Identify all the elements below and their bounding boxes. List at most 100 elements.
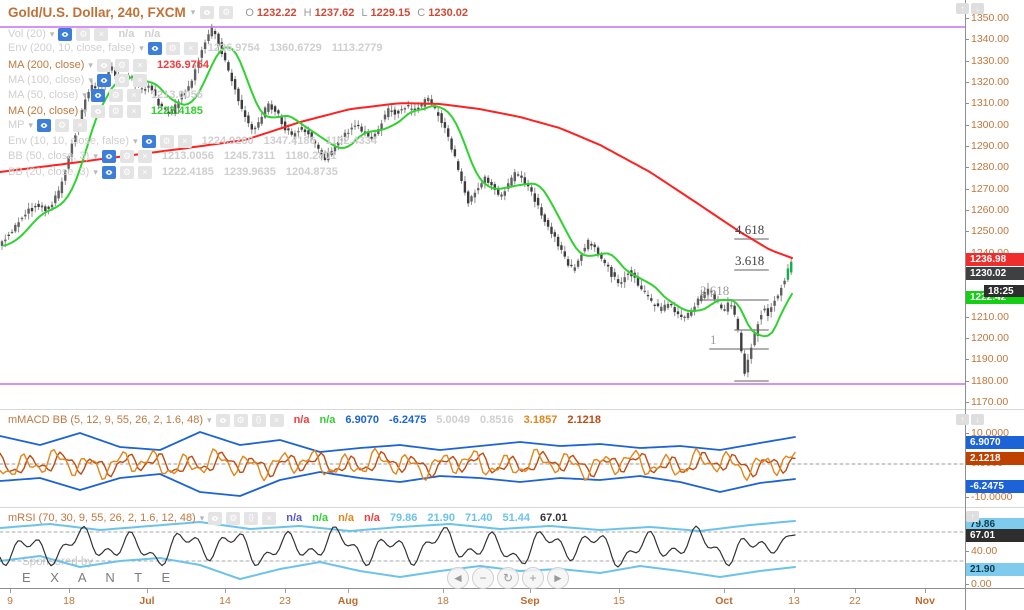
chevron-down-icon[interactable]: ▾	[199, 512, 205, 523]
close-icon[interactable]: ×	[269, 413, 284, 427]
zoom-out-button[interactable]: −	[472, 567, 494, 589]
symbol-title[interactable]: Gold/U.S. Dollar, 240, FXCM	[8, 5, 186, 20]
time-axis-label[interactable]: 9	[7, 595, 13, 607]
chevron-down-icon[interactable]: ▾	[133, 135, 138, 146]
chevron-down-icon[interactable]: ▾	[139, 42, 144, 53]
chevron-down-icon[interactable]: ▾	[93, 166, 98, 177]
indicator-label[interactable]: MA (50, close)	[8, 89, 79, 101]
indicator-value: -6.2475	[389, 414, 427, 426]
eye-icon[interactable]	[200, 6, 215, 19]
eye-icon[interactable]	[58, 27, 73, 41]
indicator-label[interactable]: MP	[8, 119, 25, 131]
rsi-axis-label: 0.00	[971, 578, 992, 590]
zoom-in-button[interactable]: +	[522, 567, 544, 589]
time-axis-label[interactable]: 13	[788, 595, 800, 607]
close-icon[interactable]: ×	[177, 134, 192, 148]
close-icon[interactable]: ×	[94, 27, 109, 41]
chevron-down-icon[interactable]: ▾	[190, 7, 196, 17]
time-axis-label[interactable]: 18	[437, 595, 449, 607]
time-axis-label[interactable]: Sep	[520, 595, 540, 607]
close-icon[interactable]: ×	[262, 511, 277, 525]
eye-icon[interactable]	[37, 118, 52, 132]
gear-icon[interactable]: ⚙	[233, 413, 248, 427]
eye-icon[interactable]	[90, 104, 105, 118]
indicator-value: 51.44	[502, 512, 531, 524]
pane-divider[interactable]	[0, 409, 1024, 410]
gear-icon[interactable]: ⚙	[55, 118, 70, 132]
close-icon[interactable]: ×	[126, 88, 141, 102]
close-icon[interactable]: ×	[137, 165, 152, 179]
gear-icon[interactable]: ⚙	[114, 58, 129, 72]
indicator-label[interactable]: Env (200, 10, close, false)	[8, 42, 136, 54]
eye-icon[interactable]	[101, 165, 116, 179]
chevron-down-icon[interactable]: ▾	[93, 150, 98, 161]
gear-icon[interactable]: ⚙	[159, 134, 174, 148]
indicator-label[interactable]: MA (200, close)	[8, 59, 85, 71]
close-icon[interactable]: ×	[73, 118, 88, 132]
eye-icon[interactable]	[208, 511, 223, 525]
eye-icon[interactable]	[90, 88, 105, 102]
bar-countdown-badge: 18:25	[984, 285, 1024, 297]
eye-icon[interactable]	[215, 413, 230, 427]
time-axis-label[interactable]: Nov	[915, 595, 935, 607]
gear-icon[interactable]: ⚙	[119, 165, 134, 179]
braces-icon[interactable]: {}	[244, 511, 259, 525]
time-axis-label[interactable]: 23	[279, 595, 291, 607]
legend-row-bb: BB (20, close, 3) ▾ ⚙ × 1222.4185 1239.9635 12…	[8, 165, 338, 179]
chevron-down-icon[interactable]: ▾	[49, 28, 55, 39]
chevron-down-icon[interactable]: ▾	[207, 414, 212, 425]
time-axis-label[interactable]: 18	[63, 595, 75, 607]
indicator-label[interactable]: Env (10, 10, close, false)	[8, 135, 130, 147]
gear-icon[interactable]: ⚙	[108, 104, 123, 118]
eye-icon[interactable]	[147, 41, 162, 55]
close-icon[interactable]: ×	[132, 58, 147, 72]
gear-icon[interactable]: ⚙	[114, 73, 129, 87]
reset-zoom-button[interactable]: ↻	[497, 567, 519, 589]
time-axis-label[interactable]: Aug	[337, 595, 359, 607]
pane-up-button[interactable]: ↑	[956, 3, 969, 14]
time-axis-label[interactable]: Jul	[139, 595, 155, 607]
pane-down-button[interactable]: ↓	[971, 414, 984, 425]
indicator-value: 1113.2779	[331, 42, 383, 54]
pane-divider[interactable]	[0, 588, 1024, 589]
gear-icon[interactable]: ⚙	[76, 27, 91, 41]
pane-divider[interactable]	[0, 507, 1024, 508]
indicator-label[interactable]: BB (50, close, 3)	[8, 150, 90, 162]
eye-icon[interactable]	[101, 149, 116, 163]
close-icon[interactable]: ×	[183, 41, 198, 55]
time-axis-label[interactable]: Oct	[715, 595, 733, 607]
indicator-label[interactable]: mRSI (70, 30, 9, 55, 26, 2, 1.6, 12, 48)	[8, 512, 196, 524]
indicator-label[interactable]: Vol (20)	[8, 28, 46, 40]
gear-icon[interactable]: ⚙	[219, 6, 234, 19]
scroll-right-button[interactable]: ►	[547, 567, 569, 589]
indicator-label[interactable]: MA (100, close)	[8, 74, 85, 86]
pane-up-button[interactable]: ↑	[956, 414, 969, 425]
eye-icon[interactable]	[141, 134, 156, 148]
eye-icon[interactable]	[96, 73, 111, 87]
gear-icon[interactable]: ⚙	[119, 149, 134, 163]
indicator-value: 6.9070	[345, 414, 380, 426]
chevron-down-icon[interactable]: ▾	[88, 74, 93, 85]
scroll-left-button[interactable]: ◄	[447, 567, 469, 589]
indicator-label[interactable]: MA (20, close)	[8, 105, 79, 117]
time-axis-label[interactable]: 15	[613, 595, 625, 607]
chevron-down-icon[interactable]: ▾	[28, 119, 34, 130]
close-icon[interactable]: ×	[137, 149, 152, 163]
close-icon[interactable]: ×	[132, 73, 147, 87]
pane-up-button[interactable]: ↑	[966, 511, 979, 522]
gear-icon[interactable]: ⚙	[165, 41, 180, 55]
braces-icon[interactable]: {}	[251, 413, 266, 427]
gear-icon[interactable]: ⚙	[226, 511, 241, 525]
indicator-label[interactable]: BB (20, close, 3)	[8, 166, 90, 178]
time-axis-label[interactable]: 22	[849, 595, 861, 607]
chevron-down-icon[interactable]: ▾	[82, 105, 87, 116]
indicator-label[interactable]: mMACD BB (5, 12, 9, 55, 26, 2, 1.6, 48)	[8, 414, 204, 426]
chevron-down-icon[interactable]: ▾	[88, 59, 93, 70]
gear-icon[interactable]: ⚙	[108, 88, 123, 102]
pane-down-button[interactable]: ↓	[971, 3, 984, 14]
eye-icon[interactable]	[96, 58, 111, 72]
close-icon[interactable]: ×	[126, 104, 141, 118]
time-axis-label[interactable]: 14	[219, 595, 231, 607]
chevron-down-icon[interactable]: ▾	[82, 89, 87, 100]
